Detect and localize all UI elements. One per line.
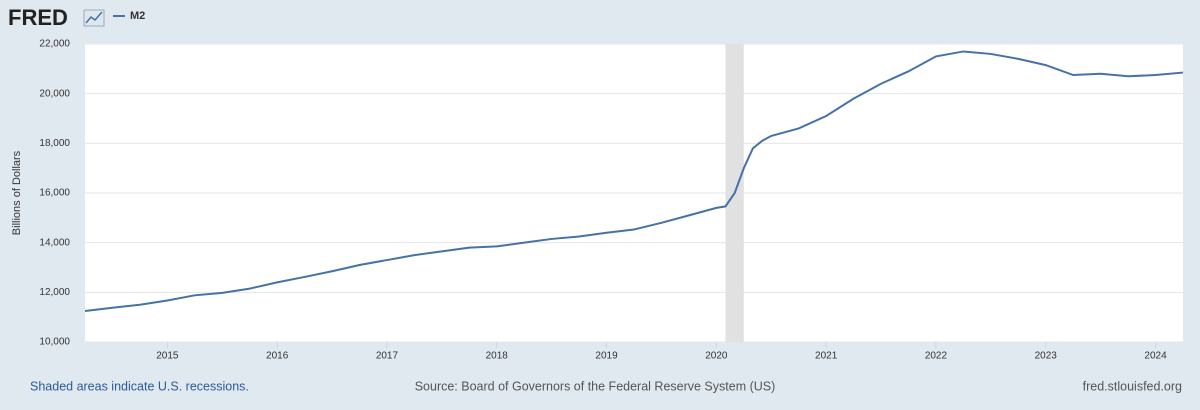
x-tick-label: 2020 xyxy=(705,351,728,362)
site[interactable]: fred.stlouisfed.org xyxy=(1083,379,1182,393)
source: Source: Board of Governors of the Federa… xyxy=(415,379,776,393)
x-tick-label: 2016 xyxy=(266,351,289,362)
y-tick-label: 14,000 xyxy=(39,237,70,248)
y-tick-label: 16,000 xyxy=(39,188,70,199)
y-tick-label: 22,000 xyxy=(39,39,70,50)
y-tick-label: 18,000 xyxy=(39,138,70,149)
line-series xyxy=(84,50,1184,312)
x-tick-label: 2017 xyxy=(376,351,399,362)
x-tick-label: 2023 xyxy=(1035,351,1058,362)
x-tick-label: 2022 xyxy=(925,351,948,362)
legend-label: M2 xyxy=(130,10,145,22)
recession-note[interactable]: Shaded areas indicate U.S. recessions. xyxy=(30,379,249,393)
x-tick-label: 2019 xyxy=(595,351,618,362)
x-tick-label: 2015 xyxy=(156,351,179,362)
x-tick-label: 2021 xyxy=(815,351,838,362)
x-tick-label: 2018 xyxy=(486,351,509,362)
y-axis-label: Billions of Dollars xyxy=(11,150,23,235)
y-tick-label: 20,000 xyxy=(39,88,70,99)
y-tick-label: 12,000 xyxy=(39,287,70,298)
x-tick-label: 2024 xyxy=(1144,351,1167,362)
logo[interactable]: FRED xyxy=(8,5,68,30)
y-tick-label: 10,000 xyxy=(39,337,70,348)
logo-icon xyxy=(83,9,105,27)
